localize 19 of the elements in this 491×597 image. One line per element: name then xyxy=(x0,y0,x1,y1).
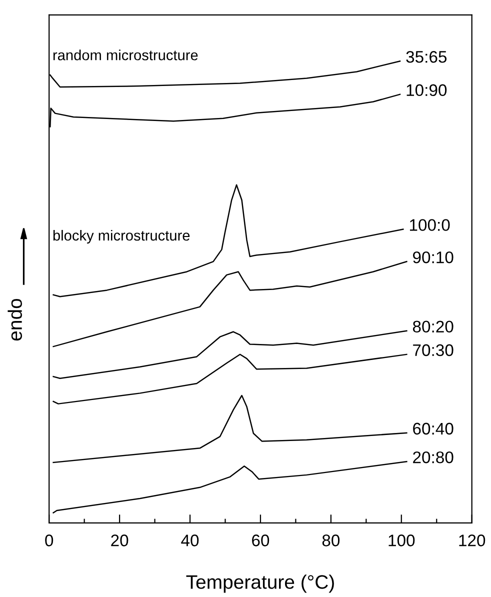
annotation: blocky microstructure xyxy=(53,230,190,244)
y-axis-title: endo xyxy=(8,298,22,341)
x-tick-label: 40 xyxy=(181,534,199,546)
x-tick-label: 80 xyxy=(322,534,340,546)
series-label: 20:80 xyxy=(413,451,454,464)
series-label: 90:10 xyxy=(413,251,454,264)
series-label: 70:30 xyxy=(413,344,454,356)
series-label: 100:0 xyxy=(410,219,450,231)
series-label: 80:20 xyxy=(412,320,454,333)
x-tick-label: 60 xyxy=(252,534,270,546)
x-tick-label: 100 xyxy=(388,534,415,546)
series-label: 35:65 xyxy=(406,51,447,63)
x-tick-label: 20 xyxy=(111,534,128,546)
series-label: 10:90 xyxy=(406,84,447,96)
x-axis-title: Temperature (°C) xyxy=(186,574,334,593)
x-tick-label: 120 xyxy=(459,534,486,546)
series-label: 60:40 xyxy=(413,422,454,435)
x-tick-label: 0 xyxy=(45,534,54,546)
text: random microstructure xyxy=(53,50,198,60)
